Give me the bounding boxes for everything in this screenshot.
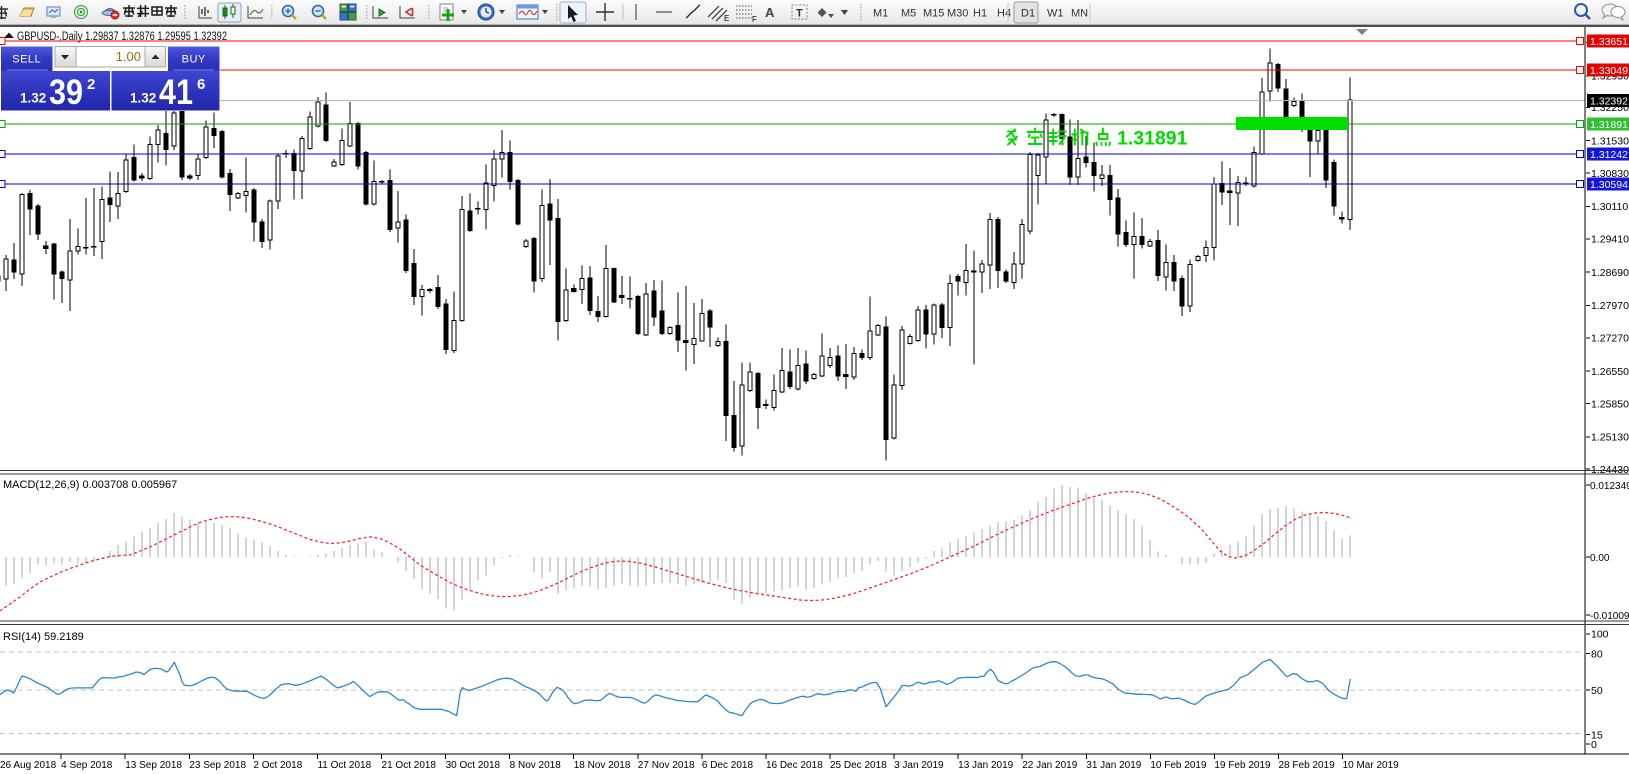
svg-text:GBPUSD-,Daily 1.29837 1.32876: GBPUSD-,Daily 1.29837 1.32876 1.29595 1.… <box>17 31 227 43</box>
svg-text:23 Sep 2018: 23 Sep 2018 <box>189 760 246 771</box>
svg-text:1.27270: 1.27270 <box>1591 333 1629 345</box>
svg-text:1.30594: 1.30594 <box>1590 179 1628 191</box>
svg-text:1.25850: 1.25850 <box>1591 398 1629 410</box>
svg-text:MN: MN <box>1071 8 1088 20</box>
svg-text:1.28690: 1.28690 <box>1591 267 1629 279</box>
svg-text:11 Oct 2018: 11 Oct 2018 <box>317 760 371 771</box>
svg-text:1.31530: 1.31530 <box>1591 136 1629 148</box>
svg-text:19 Feb 2019: 19 Feb 2019 <box>1214 760 1271 771</box>
svg-text:M1: M1 <box>873 8 888 20</box>
svg-text:T: T <box>796 8 803 20</box>
svg-text:22 Jan 2019: 22 Jan 2019 <box>1022 760 1077 771</box>
svg-text:100: 100 <box>1591 629 1609 641</box>
svg-text:H4: H4 <box>997 8 1011 20</box>
svg-text:1.26550: 1.26550 <box>1591 366 1629 378</box>
svg-text:M15: M15 <box>923 8 944 20</box>
svg-text:1.27970: 1.27970 <box>1591 300 1629 312</box>
svg-text:0.00: 0.00 <box>1590 553 1610 564</box>
svg-text:8 Nov 2018: 8 Nov 2018 <box>510 760 562 771</box>
svg-text:W1: W1 <box>1047 8 1064 20</box>
svg-text:31 Jan 2019: 31 Jan 2019 <box>1086 760 1141 771</box>
svg-text:10 Feb 2019: 10 Feb 2019 <box>1150 760 1207 771</box>
svg-text:6 Dec 2018: 6 Dec 2018 <box>702 760 754 771</box>
svg-text:27 Nov 2018: 27 Nov 2018 <box>638 760 695 771</box>
svg-text:BUY: BUY <box>182 54 206 66</box>
svg-text:16 Dec 2018: 16 Dec 2018 <box>766 760 823 771</box>
svg-text:RSI(14) 59.2189: RSI(14) 59.2189 <box>3 631 84 643</box>
svg-text:0: 0 <box>1591 739 1597 751</box>
svg-text:SELL: SELL <box>12 54 41 66</box>
svg-text:0.012349: 0.012349 <box>1590 481 1629 492</box>
svg-text:1.33651: 1.33651 <box>1590 36 1628 48</box>
svg-text:10 Mar 2019: 10 Mar 2019 <box>1343 760 1400 771</box>
svg-text:M5: M5 <box>901 8 916 20</box>
svg-text:1.00: 1.00 <box>116 49 141 64</box>
svg-text:1.30110: 1.30110 <box>1591 201 1628 213</box>
svg-text:1.31891: 1.31891 <box>1117 128 1188 150</box>
svg-text:13 Jan 2019: 13 Jan 2019 <box>958 760 1013 771</box>
svg-text:41: 41 <box>159 73 193 112</box>
svg-text:21 Oct 2018: 21 Oct 2018 <box>382 760 437 771</box>
svg-text:-0.010098: -0.010098 <box>1590 611 1629 622</box>
svg-text:28 Feb 2019: 28 Feb 2019 <box>1279 760 1336 771</box>
svg-text:1.32: 1.32 <box>20 91 46 106</box>
svg-text:E: E <box>724 14 729 23</box>
svg-text:25 Dec 2018: 25 Dec 2018 <box>830 760 887 771</box>
svg-text:1.33049: 1.33049 <box>1590 65 1628 77</box>
svg-text:M30: M30 <box>947 8 968 20</box>
svg-text:1.29410: 1.29410 <box>1591 234 1629 246</box>
svg-text:A: A <box>765 5 775 20</box>
svg-text:2: 2 <box>87 76 95 93</box>
svg-text:80: 80 <box>1591 649 1603 661</box>
svg-text:1.30830: 1.30830 <box>1591 168 1629 180</box>
svg-text:1.31242: 1.31242 <box>1590 149 1628 161</box>
svg-text:18 Nov 2018: 18 Nov 2018 <box>574 760 631 771</box>
svg-text:30 Oct 2018: 30 Oct 2018 <box>446 760 501 771</box>
svg-text:4 Sep 2018: 4 Sep 2018 <box>61 760 113 771</box>
svg-text:MACD(12,26,9) 0.003708 0.00596: MACD(12,26,9) 0.003708 0.005967 <box>3 479 177 491</box>
svg-text:50: 50 <box>1591 685 1603 697</box>
svg-text:2 Oct 2018: 2 Oct 2018 <box>253 760 302 771</box>
svg-text:3 Jan 2019: 3 Jan 2019 <box>894 760 944 771</box>
svg-text:26 Aug 2018: 26 Aug 2018 <box>0 760 57 771</box>
svg-text:1.25130: 1.25130 <box>1591 432 1629 444</box>
svg-text:1.31891: 1.31891 <box>1590 119 1628 131</box>
svg-text:6: 6 <box>197 76 205 93</box>
svg-text:1.32392: 1.32392 <box>1590 95 1628 107</box>
svg-text:39: 39 <box>49 73 83 112</box>
svg-text:1.32: 1.32 <box>130 91 156 106</box>
svg-text:13 Sep 2018: 13 Sep 2018 <box>125 760 182 771</box>
svg-text:H1: H1 <box>973 8 987 20</box>
svg-text:15: 15 <box>1591 729 1603 741</box>
svg-text:D1: D1 <box>1021 8 1035 20</box>
svg-text:F: F <box>752 15 757 24</box>
